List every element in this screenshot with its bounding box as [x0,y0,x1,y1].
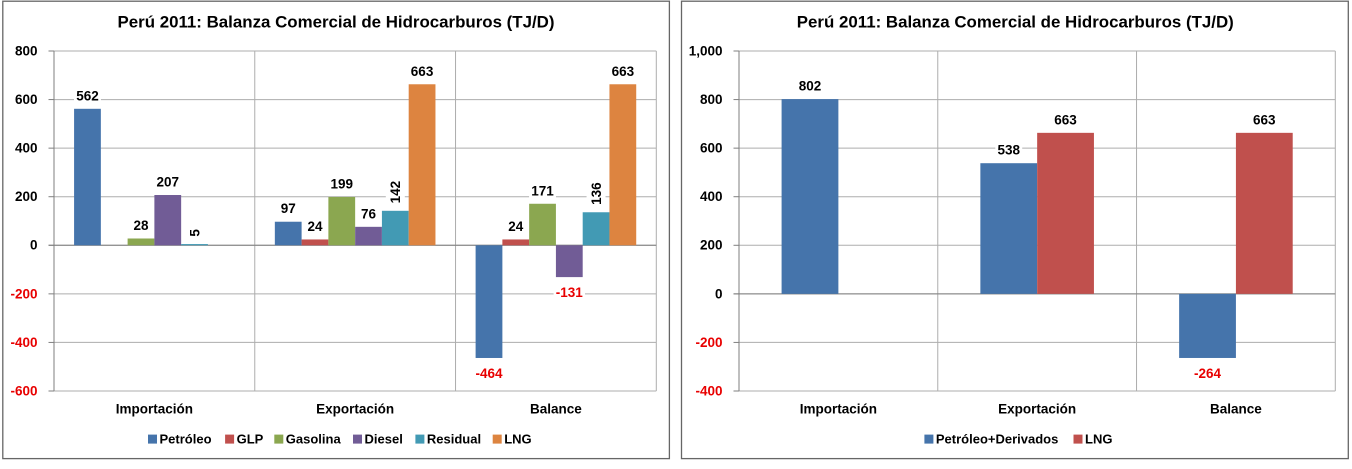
svg-text:-400: -400 [695,383,722,398]
svg-text:-600: -600 [10,383,37,398]
svg-text:207: 207 [157,175,180,190]
svg-text:Petróleo+Derivados: Petróleo+Derivados [936,432,1058,447]
svg-text:Importación: Importación [800,402,877,417]
svg-text:GLP: GLP [237,432,264,447]
svg-text:538: 538 [997,143,1020,158]
svg-text:1,000: 1,000 [689,43,723,58]
svg-text:142: 142 [388,181,403,204]
svg-text:199: 199 [331,176,354,191]
svg-text:28: 28 [133,218,149,233]
svg-text:400: 400 [700,189,723,204]
svg-text:663: 663 [612,64,635,79]
svg-text:663: 663 [1253,112,1276,127]
svg-text:0: 0 [715,286,723,301]
svg-text:600: 600 [15,92,38,107]
svg-text:200: 200 [15,189,38,204]
svg-text:24: 24 [508,219,524,234]
svg-text:-264: -264 [1194,366,1222,381]
svg-text:-400: -400 [10,335,37,350]
svg-text:Diesel: Diesel [365,432,403,447]
svg-text:LNG: LNG [1085,432,1112,447]
svg-text:Importación: Importación [116,402,193,417]
svg-text:Exportación: Exportación [998,402,1076,417]
svg-text:400: 400 [15,141,38,156]
svg-text:Gasolina: Gasolina [286,432,342,447]
svg-text:-200: -200 [695,335,722,350]
svg-text:Perú 2011: Balanza Comercial d: Perú 2011: Balanza Comercial de Hidrocar… [797,12,1234,31]
svg-text:600: 600 [700,141,723,156]
svg-text:24: 24 [307,219,323,234]
svg-text:-131: -131 [556,285,584,300]
svg-text:Balance: Balance [1210,402,1262,417]
svg-text:663: 663 [411,64,434,79]
svg-text:663: 663 [1054,112,1077,127]
svg-text:Balance: Balance [530,402,582,417]
svg-text:136: 136 [589,182,604,205]
svg-text:-200: -200 [10,286,37,301]
svg-text:200: 200 [700,238,723,253]
svg-text:5: 5 [187,229,202,237]
svg-text:171: 171 [531,183,554,198]
svg-text:LNG: LNG [504,432,531,447]
svg-text:Perú 2011: Balanza Comercial d: Perú 2011: Balanza Comercial de Hidrocar… [118,12,555,31]
svg-text:-464: -464 [475,366,503,381]
svg-text:562: 562 [76,88,99,103]
svg-text:0: 0 [30,238,38,253]
svg-text:Exportación: Exportación [316,402,394,417]
svg-text:Petróleo: Petróleo [160,432,212,447]
svg-text:76: 76 [361,206,377,221]
svg-text:802: 802 [799,79,822,94]
svg-text:Residual: Residual [427,432,481,447]
svg-text:800: 800 [15,43,38,58]
svg-text:800: 800 [700,92,723,107]
svg-text:97: 97 [281,201,296,216]
